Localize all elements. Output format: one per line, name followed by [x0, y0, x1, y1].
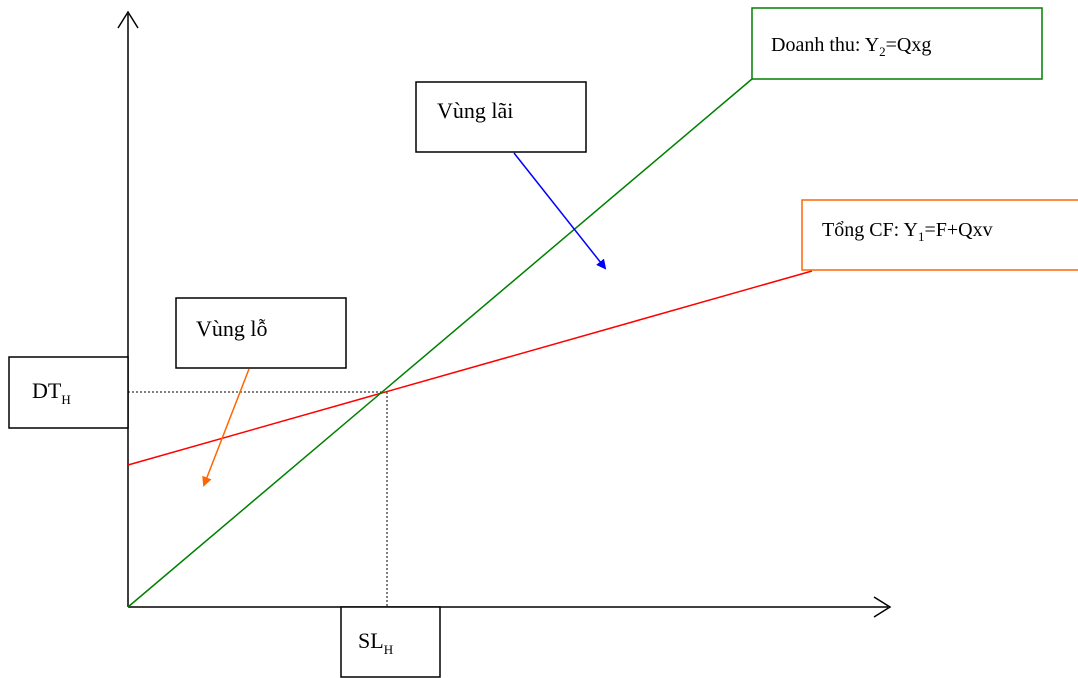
- breakeven-revenue-label: DTH: [32, 378, 71, 407]
- y-axis-arrowhead: [117, 10, 139, 29]
- loss-zone-arrow: [202, 368, 250, 487]
- loss-zone-box: [175, 297, 347, 369]
- total-cost-label: Tổng CF: Y1=F+Qxv: [822, 219, 993, 244]
- loss-zone-label: Vùng lỗ: [196, 316, 268, 341]
- profit-zone-box: [415, 81, 587, 153]
- breakeven-revenue-box: [8, 356, 129, 429]
- revenue-label: Doanh thu: Y2=Qxg: [771, 34, 931, 59]
- revenue-label-box: [751, 7, 1043, 80]
- profit-zone-arrow: [513, 152, 607, 270]
- breakeven-quantity-label: SLH: [358, 628, 393, 657]
- x-axis-arrowhead: [873, 596, 892, 618]
- total-cost-label-box: [801, 199, 1078, 271]
- total-cost-line: [127, 270, 813, 466]
- revenue-line: [127, 78, 753, 608]
- profit-zone-label: Vùng lãi: [437, 98, 513, 123]
- breakeven-quantity-box: [340, 606, 441, 678]
